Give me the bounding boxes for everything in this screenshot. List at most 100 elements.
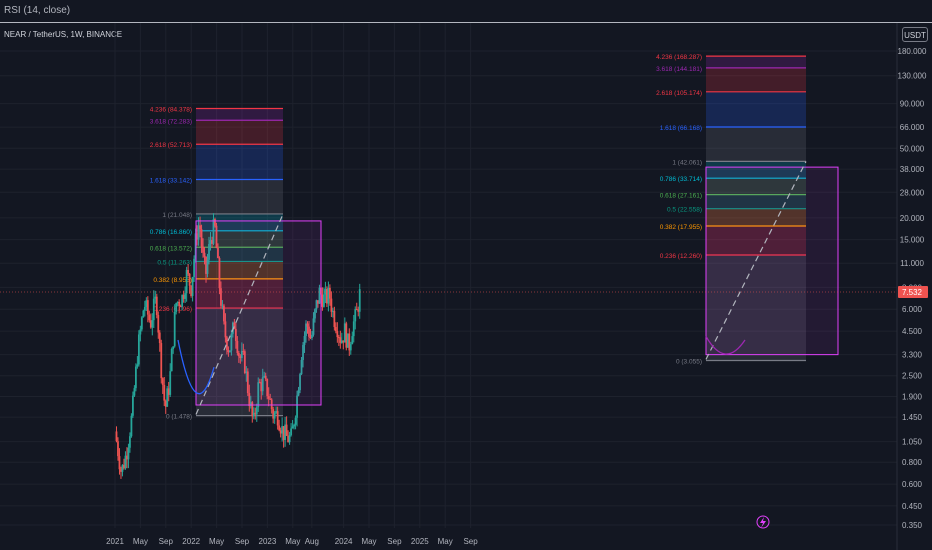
candle-body [215, 225, 218, 249]
fib-zone [196, 213, 283, 231]
candle-body [346, 333, 349, 348]
candle-body [175, 303, 178, 312]
fibonacci-drawings[interactable]: 4.236 (84.378) 3.618 (72.283) 2.618 (52.71… [150, 54, 806, 421]
y-tick-label: 6.000 [902, 305, 923, 314]
fib-level-label: 3.618 (72.283) [150, 118, 192, 125]
fib-level-label: 3.618 (144.181) [656, 66, 702, 73]
fib-level-label: 2.618 (105.174) [656, 90, 702, 97]
fib-level-label: 0.236 (6.096) [153, 306, 192, 313]
candle-body [214, 219, 216, 226]
candle-body [212, 219, 215, 244]
fib-zone [706, 91, 806, 127]
price-axis[interactable]: 180.000 130.000 90.000 66.000 50.000 38.000 28… [896, 23, 928, 550]
candle-body [191, 277, 194, 296]
candle-body [145, 300, 148, 308]
x-tick-label: 2025 [411, 537, 429, 546]
symbol-legend[interactable]: NEAR / TetherUS, 1W, BINANCE [4, 30, 123, 39]
y-tick-label: 1.900 [902, 393, 923, 402]
fib-level-label: 0.618 (27.161) [660, 193, 702, 200]
pane-separator[interactable] [0, 22, 932, 23]
y-tick-label: 50.000 [900, 144, 925, 153]
candle-body [312, 318, 315, 335]
y-tick-label: 90.000 [900, 100, 925, 109]
candle-body [251, 402, 254, 417]
candle-body [139, 329, 142, 335]
date-range-box-left[interactable] [195, 220, 322, 406]
candle-body [185, 269, 188, 294]
candle-body [294, 417, 297, 425]
candle-body [129, 436, 131, 448]
candle-body [323, 294, 325, 307]
x-tick-label: 2021 [106, 537, 124, 546]
fib-zone [196, 120, 283, 145]
candle-body [305, 323, 307, 336]
candle-body [340, 340, 343, 343]
overlay-drawings[interactable] [0, 161, 897, 415]
candle-body [317, 300, 319, 304]
candle-body [124, 455, 127, 469]
fib-level-label: 1.618 (33.142) [150, 177, 192, 184]
fib-level-label: 4.236 (84.378) [150, 107, 192, 114]
candle-body [357, 309, 360, 312]
fib-level-label: 2.618 (52.713) [150, 142, 192, 149]
curve-path-right[interactable] [705, 336, 746, 355]
candle-body [220, 288, 222, 306]
candle-body [239, 356, 242, 358]
candle-body [248, 393, 251, 407]
candle-body [308, 326, 310, 337]
candle-body [334, 327, 337, 332]
candle-body [246, 371, 249, 394]
date-range-box-right[interactable] [705, 166, 839, 356]
candle-body [328, 287, 331, 299]
y-tick-label: 3.300 [902, 351, 923, 360]
y-tick-label: 0.450 [902, 502, 923, 511]
candle-body [237, 353, 240, 357]
candle-body [339, 337, 342, 343]
candle-body [205, 256, 207, 274]
fib-level-label: 1 (42.061) [672, 159, 702, 166]
y-tick-label: 0.350 [902, 521, 923, 530]
fib-level-label: 0.5 (22.558) [667, 207, 702, 214]
fib-level-label: 0.786 (33.714) [660, 176, 702, 183]
fib-zone [196, 278, 283, 309]
currency-button[interactable]: USDT [902, 27, 928, 42]
candle-body [260, 382, 263, 392]
y-tick-label: 2.500 [902, 372, 923, 381]
candle-body [309, 336, 312, 339]
fib-zone [196, 179, 283, 214]
indicator-title[interactable]: RSI (14, close) [4, 5, 71, 16]
candle-body [132, 395, 134, 416]
y-tick-label: 28.000 [900, 188, 925, 197]
candle-body [348, 333, 351, 351]
candle-body [249, 402, 252, 407]
candle-body [230, 333, 233, 351]
candle-body [242, 351, 245, 353]
x-tick-label: May [209, 537, 224, 546]
y-tick-label: 20.000 [900, 214, 925, 223]
trend-line-dashed-right[interactable] [705, 161, 807, 360]
fib-extension-right[interactable]: 4.236 (168.287) 3.618 (144.181) 2.618 (105… [656, 54, 806, 365]
grid-lines [0, 23, 897, 528]
candle-body [258, 382, 261, 384]
candle-body [318, 287, 321, 304]
trend-line-dashed-left[interactable] [195, 213, 284, 415]
candle-body [324, 289, 327, 295]
time-axis[interactable]: 2021 May Sep 2022 May Sep 2023 May Aug 2024 May Sep… [106, 515, 770, 546]
candle-body [187, 269, 190, 274]
x-tick-label: 2022 [182, 537, 200, 546]
candle-body [272, 409, 275, 419]
price-chart[interactable]: 4.236 (84.378) 3.618 (72.283) 2.618 (52.71… [0, 23, 932, 550]
curve-path-left[interactable] [177, 339, 215, 395]
candle-body [151, 320, 154, 328]
candle-body [285, 424, 288, 436]
candle-body [149, 320, 152, 328]
candle-body [160, 343, 163, 379]
candle-body [188, 273, 191, 286]
candle-body [137, 334, 140, 365]
candle-body [170, 348, 173, 372]
lightning-icon[interactable] [756, 515, 770, 529]
candle-body [203, 252, 206, 257]
fib-zone [706, 254, 806, 361]
price-badge-label: 7.532 [902, 288, 923, 297]
candle-body [311, 334, 313, 339]
